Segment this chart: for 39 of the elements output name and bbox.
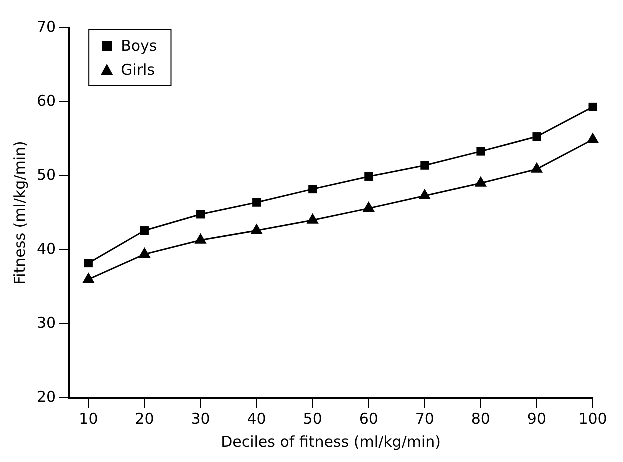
point: [196, 210, 206, 219]
y-tick-label: 70: [36, 18, 56, 36]
point: [138, 247, 151, 258]
x-tick-label: 100: [578, 410, 608, 428]
point: [476, 147, 486, 156]
point: [530, 162, 544, 173]
x-tick-label: 50: [303, 410, 322, 428]
y-tick-label: 40: [36, 240, 56, 258]
point: [362, 202, 375, 212]
point: [82, 272, 95, 284]
point: [588, 102, 598, 112]
x-tick-label: 20: [135, 410, 154, 428]
point: [252, 198, 262, 207]
x-tick-label: 10: [79, 410, 98, 428]
legend-label: Girls: [121, 60, 156, 79]
point: [306, 213, 319, 224]
y-tick-label: 30: [36, 314, 56, 332]
point: [364, 172, 374, 181]
point: [418, 188, 431, 200]
x-tick-label: 80: [471, 410, 490, 428]
point: [308, 185, 318, 194]
point: [420, 161, 430, 170]
point: [474, 176, 487, 187]
point: [586, 132, 600, 144]
y-tick-label: 50: [36, 166, 56, 184]
legend-label: Boys: [121, 36, 158, 55]
point: [250, 224, 263, 234]
x-tick-label: 40: [247, 410, 266, 428]
x-tick-label: 60: [359, 410, 378, 428]
x-tick-label: 90: [527, 410, 547, 428]
point: [532, 132, 542, 142]
x-axis-title: Deciles of fitness (ml/kg/min): [221, 432, 442, 451]
point: [140, 226, 149, 236]
y-tick-label: 20: [36, 388, 56, 406]
y-axis-title: Fitness (ml/kg/min): [10, 141, 29, 285]
x-tick-label: 70: [415, 410, 434, 428]
y-tick-label: 60: [36, 92, 56, 110]
x-tick-label: 30: [191, 410, 210, 428]
point: [194, 233, 207, 244]
